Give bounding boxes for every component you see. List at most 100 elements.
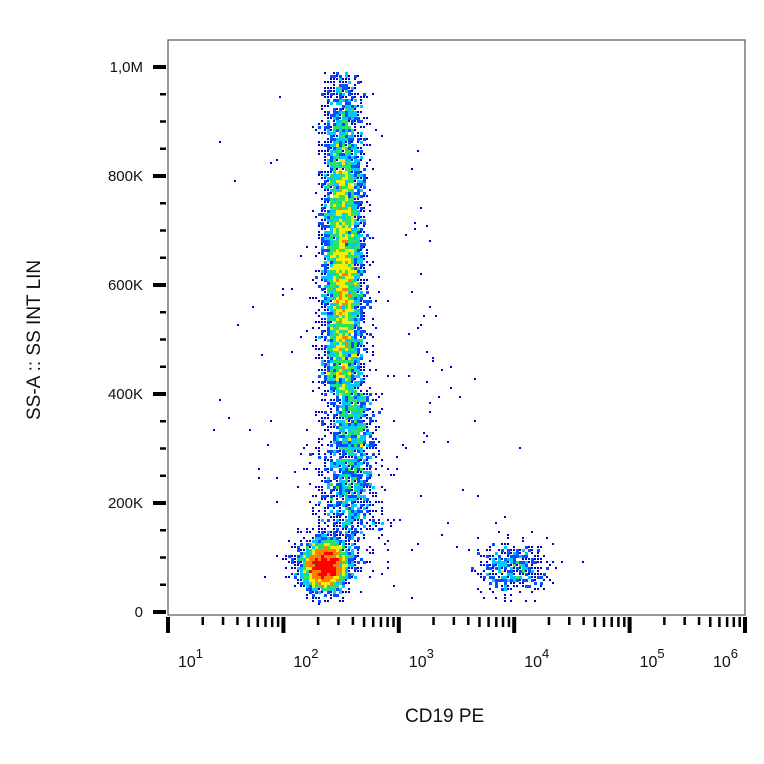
density-cell [348, 531, 350, 533]
density-cell [336, 438, 339, 441]
density-cell [339, 450, 341, 452]
density-cell [357, 507, 360, 510]
density-cell [309, 540, 311, 542]
density-cell [324, 411, 327, 414]
density-cell [318, 501, 321, 504]
density-cell [330, 285, 333, 288]
density-cell [354, 438, 357, 441]
density-cell [336, 588, 339, 591]
density-cell [483, 564, 485, 566]
density-cell [360, 297, 363, 300]
density-cell [363, 375, 365, 377]
density-cell [336, 285, 339, 288]
density-cell [354, 354, 357, 357]
density-cell [363, 192, 366, 195]
density-cell [324, 273, 326, 275]
density-cell [315, 558, 318, 561]
density-cell [291, 567, 293, 569]
density-cell [324, 171, 326, 173]
density-cell [372, 504, 374, 506]
density-cell [324, 261, 327, 264]
density-cell [348, 207, 351, 210]
density-cell [300, 558, 303, 561]
density-cell [354, 510, 357, 513]
density-cell [348, 408, 351, 411]
x-tick-label: 101 [178, 646, 203, 671]
density-cell [357, 333, 360, 336]
density-cell [357, 138, 360, 141]
density-cell [336, 513, 339, 516]
density-cell [336, 120, 339, 123]
density-cell [366, 333, 368, 335]
density-cell [324, 189, 326, 191]
density-cell [348, 573, 351, 576]
density-cell [327, 210, 330, 213]
density-layer [213, 72, 584, 605]
density-cell [339, 378, 342, 381]
density-cell [360, 468, 363, 471]
density-cell [351, 486, 353, 488]
density-cell [345, 546, 347, 548]
density-cell [345, 435, 348, 438]
density-cell [366, 351, 368, 353]
density-cell [330, 315, 333, 318]
density-cell [327, 561, 330, 564]
density-cell [351, 309, 354, 312]
density-cell [360, 330, 363, 333]
density-cell [321, 240, 324, 243]
density-cell [345, 174, 348, 177]
density-cell [351, 393, 353, 395]
density-cell [324, 453, 326, 455]
density-cell [351, 477, 354, 480]
density-cell [354, 225, 357, 228]
density-cell [348, 165, 351, 168]
density-cell [324, 477, 326, 479]
density-cell [360, 222, 362, 224]
density-cell [513, 570, 515, 572]
density-cell [348, 135, 351, 138]
density-cell [345, 339, 348, 342]
density-cell [336, 537, 339, 540]
density-cell [339, 489, 342, 492]
density-cell [330, 483, 333, 486]
density-cell [312, 210, 314, 212]
density-cell [345, 288, 348, 291]
density-cell [324, 330, 326, 332]
density-cell [324, 207, 326, 209]
density-cell [357, 414, 360, 417]
density-cell [351, 108, 354, 111]
density-cell [360, 426, 363, 429]
density-cell [357, 219, 359, 221]
density-cell [519, 561, 522, 564]
density-cell [354, 483, 357, 486]
density-cell [480, 576, 482, 578]
density-cell [345, 192, 348, 195]
density-cell [354, 105, 357, 108]
density-cell [363, 414, 366, 417]
density-cell [339, 219, 342, 222]
density-cell [519, 576, 522, 579]
density-cell [354, 516, 357, 519]
density-cell [372, 528, 374, 530]
density-cell [366, 426, 368, 428]
density-cell [339, 171, 342, 174]
density-cell [366, 423, 368, 425]
density-cell [330, 582, 333, 585]
density-cell [369, 417, 372, 420]
density-cell [327, 249, 330, 252]
density-cell [345, 315, 348, 318]
density-cell [351, 564, 354, 567]
density-cell [525, 546, 528, 549]
density-cell [432, 357, 434, 359]
density-cell [330, 480, 332, 482]
density-cell [321, 108, 323, 110]
density-cell [333, 258, 336, 261]
density-cell [345, 171, 348, 174]
density-cell [522, 564, 525, 567]
density-cell [507, 549, 510, 552]
density-cell [339, 456, 342, 459]
density-cell [315, 336, 317, 338]
density-cell [288, 555, 291, 558]
density-cell [345, 558, 348, 561]
density-cell [363, 348, 366, 351]
